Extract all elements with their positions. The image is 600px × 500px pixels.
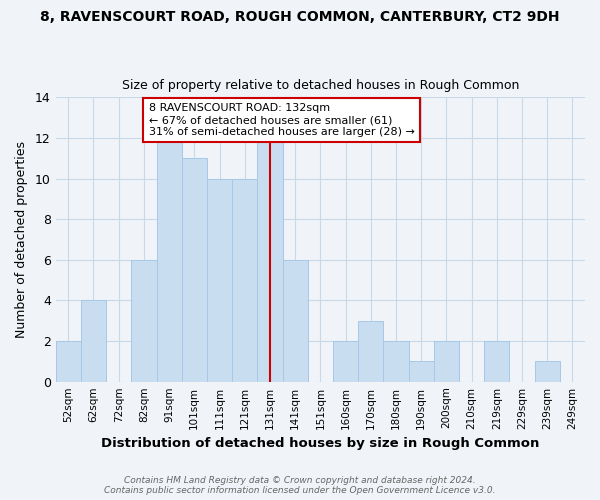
Bar [484,341,509,382]
Bar [207,178,232,382]
Text: Contains HM Land Registry data © Crown copyright and database right 2024.
Contai: Contains HM Land Registry data © Crown c… [104,476,496,495]
Bar [257,138,283,382]
Text: 8, RAVENSCOURT ROAD, ROUGH COMMON, CANTERBURY, CT2 9DH: 8, RAVENSCOURT ROAD, ROUGH COMMON, CANTE… [40,10,560,24]
Bar [81,300,106,382]
Y-axis label: Number of detached properties: Number of detached properties [15,141,28,338]
Bar [333,341,358,382]
Text: 8 RAVENSCOURT ROAD: 132sqm
← 67% of detached houses are smaller (61)
31% of semi: 8 RAVENSCOURT ROAD: 132sqm ← 67% of deta… [149,104,415,136]
Title: Size of property relative to detached houses in Rough Common: Size of property relative to detached ho… [122,79,519,92]
Bar [157,138,182,382]
Bar [232,178,257,382]
Bar [56,341,81,382]
Bar [434,341,459,382]
Bar [383,341,409,382]
Bar [182,158,207,382]
Bar [131,260,157,382]
Bar [409,362,434,382]
Bar [283,260,308,382]
Bar [535,362,560,382]
Bar [358,320,383,382]
X-axis label: Distribution of detached houses by size in Rough Common: Distribution of detached houses by size … [101,437,539,450]
